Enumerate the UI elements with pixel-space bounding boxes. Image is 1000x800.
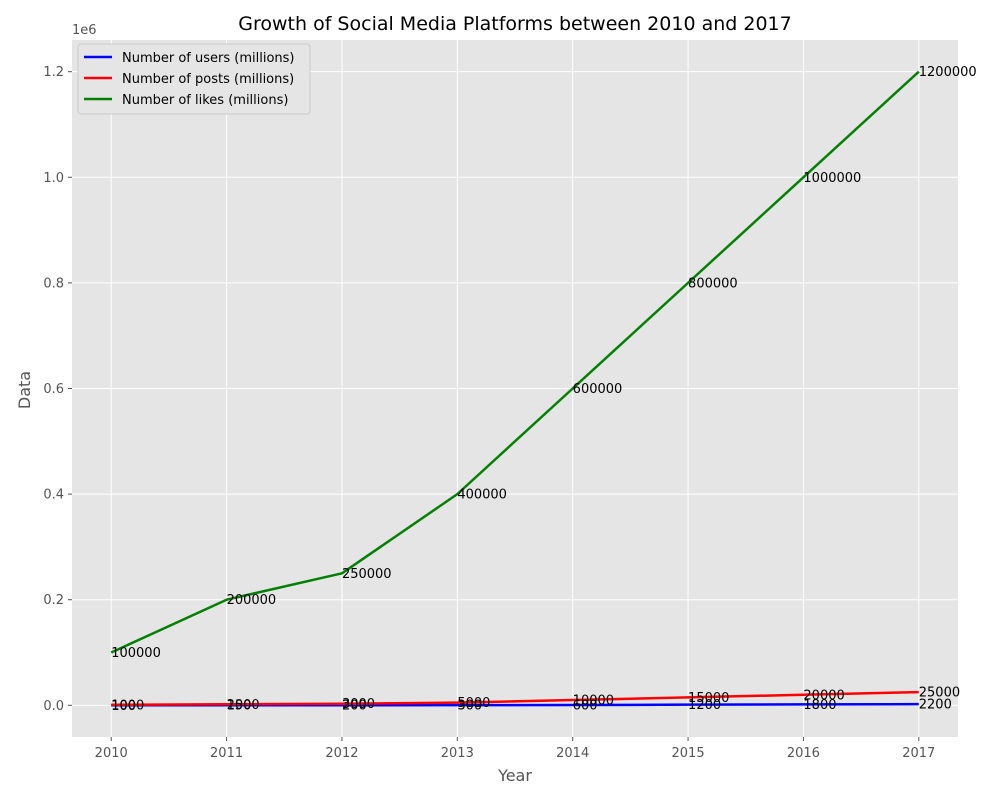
data-label-likes: 1000000 xyxy=(803,171,861,186)
x-axis-title: Year xyxy=(497,766,532,785)
legend-box xyxy=(77,43,311,115)
legend-label-likes: Number of likes (millions) xyxy=(122,93,288,108)
data-label-users: 150 xyxy=(227,699,252,714)
data-label-users: 600 xyxy=(573,699,598,714)
chart-title: Growth of Social Media Platforms between… xyxy=(238,13,791,35)
y-tick-label: 1.2 xyxy=(43,65,64,80)
data-label-posts: 3000 xyxy=(342,697,375,712)
data-label-posts: 20000 xyxy=(803,688,844,703)
series-line-likes xyxy=(110,70,920,654)
data-label-users: 200 xyxy=(342,699,367,714)
y-tick-label: 1.0 xyxy=(43,171,64,186)
y-axis-offset-text: 1e6 xyxy=(72,23,97,38)
data-label-likes: 100000 xyxy=(111,646,161,661)
axis-ticks: 2010 2011 2012 2013 2014 2015 2016 2017 0.0 0.2 0.… xyxy=(43,65,935,761)
legend: Number of users (millions) Number of pos… xyxy=(77,43,311,115)
x-tick-label: 2014 xyxy=(556,746,589,761)
legend-label-posts: Number of posts (millions) xyxy=(122,72,294,87)
series-lines xyxy=(110,70,920,707)
data-label-posts: 15000 xyxy=(688,691,729,706)
y-tick-label: 0.6 xyxy=(43,382,64,397)
data-label-posts: 10000 xyxy=(573,694,614,709)
data-label-likes: 400000 xyxy=(457,488,507,503)
data-label-likes: 250000 xyxy=(342,567,392,582)
data-label-posts: 5000 xyxy=(457,696,490,711)
data-label-posts: 2000 xyxy=(227,698,260,713)
x-tick-label: 2011 xyxy=(210,746,243,761)
x-tick-label: 2012 xyxy=(325,746,358,761)
data-label-likes: 600000 xyxy=(573,382,623,397)
y-tick-label: 0.0 xyxy=(43,699,64,714)
data-label-users: 1200 xyxy=(688,698,721,713)
data-label-posts: 1000 xyxy=(111,698,144,713)
y-tick-label: 0.8 xyxy=(43,276,64,291)
x-tick-label: 2017 xyxy=(902,746,935,761)
y-tick-label: 0.4 xyxy=(43,488,64,503)
series-line-posts xyxy=(111,690,919,707)
data-label-likes: 1200000 xyxy=(919,65,977,80)
x-tick-label: 2016 xyxy=(787,746,820,761)
data-label-users: 300 xyxy=(457,699,482,714)
data-labels: 100 150 200 300 600 1200 1800 2200 1000 2000 3000 5… xyxy=(111,65,976,714)
data-label-users: 1800 xyxy=(803,698,836,713)
y-tick-label: 0.2 xyxy=(43,593,64,608)
x-tick-label: 2015 xyxy=(672,746,705,761)
data-label-likes: 800000 xyxy=(688,276,738,291)
data-label-posts: 25000 xyxy=(919,686,960,701)
x-tick-label: 2013 xyxy=(441,746,474,761)
data-label-users: 2200 xyxy=(919,698,952,713)
data-label-likes: 200000 xyxy=(227,593,277,608)
y-axis-title: Data xyxy=(15,371,34,409)
data-label-users: 100 xyxy=(111,699,136,714)
x-tick-label: 2010 xyxy=(95,746,128,761)
legend-label-users: Number of users (millions) xyxy=(122,51,295,66)
